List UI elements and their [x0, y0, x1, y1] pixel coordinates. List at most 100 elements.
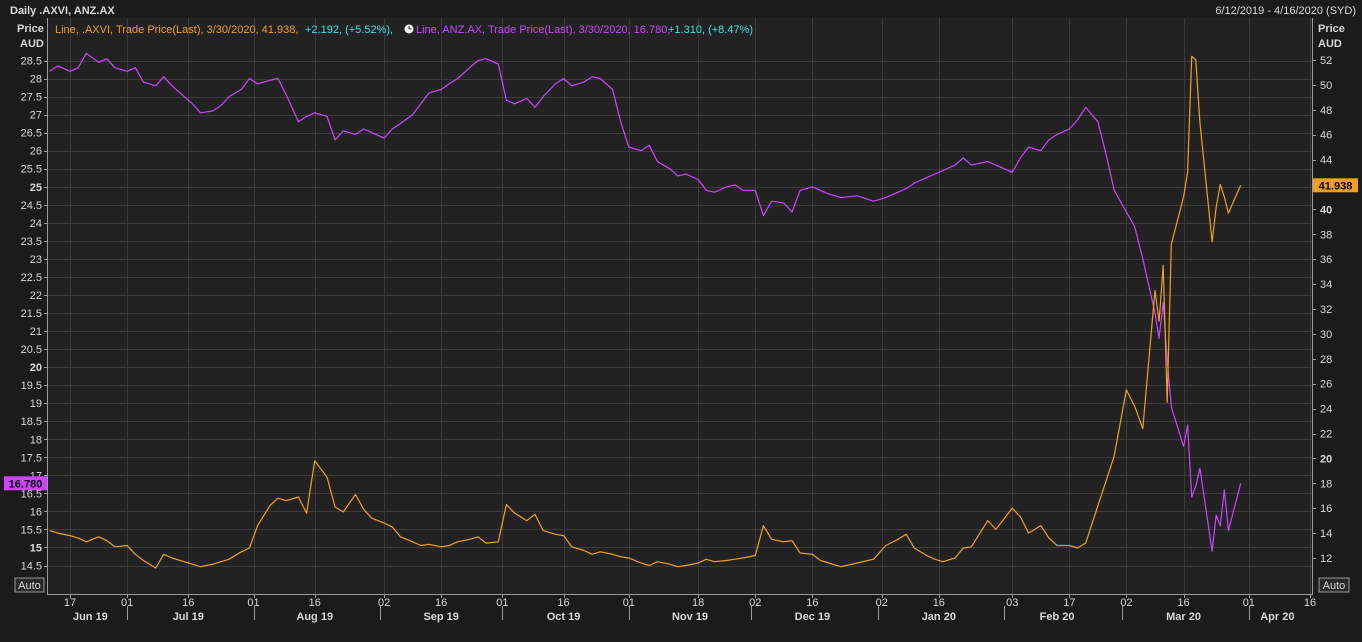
left-tick-label: 24.5 [21, 200, 42, 212]
x-tick-label: 16 [1304, 597, 1316, 609]
left-tick-label: 16.5 [21, 488, 42, 500]
left-tick-label: 27.5 [21, 92, 42, 104]
x-tick-label: 03 [1006, 597, 1018, 609]
x-tick-label: 17 [1063, 597, 1075, 609]
x-tick-label: 01 [1243, 597, 1255, 609]
right-tick-label: 38 [1320, 229, 1332, 241]
x-tick-label: 02 [876, 597, 888, 609]
right-tick-label: 32 [1320, 304, 1332, 316]
right-tick-label: 50 [1320, 80, 1332, 92]
right-axis-title: Price [1318, 23, 1345, 35]
x-tick-label: 02 [749, 597, 761, 609]
right-last-value-badge: 41.938 [1313, 178, 1358, 193]
x-tick-label: 16 [933, 597, 945, 609]
x-tick-label: 02 [378, 597, 390, 609]
month-label: Dec 19 [795, 611, 830, 623]
right-tick-label: 18 [1320, 478, 1332, 490]
right-tick-label: 24 [1320, 404, 1332, 416]
left-tick-label: 19.5 [21, 380, 42, 392]
month-label: Sep 19 [423, 611, 458, 623]
left-tick-label: 28.5 [21, 56, 42, 68]
left-tick-label: 24 [30, 218, 42, 230]
x-tick-label: 01 [247, 597, 259, 609]
left-tick-label: 23.5 [21, 236, 42, 248]
right-tick-label: 48 [1320, 105, 1332, 117]
right-tick-label: 44 [1320, 155, 1332, 167]
month-label: Mar 20 [1166, 611, 1201, 623]
left-tick-label: 28 [30, 74, 42, 86]
date-range: 6/12/2019 - 4/16/2020 (SYD) [1215, 5, 1356, 17]
right-tick-label: 36 [1320, 254, 1332, 266]
month-label: Oct 19 [547, 611, 581, 623]
right-last-value-text: 41.938 [1319, 180, 1353, 192]
left-tick-label: 21 [30, 326, 42, 338]
x-tick-label: 01 [623, 597, 635, 609]
right-tick-label: 26 [1320, 379, 1332, 391]
x-tick-label: 16 [806, 597, 818, 609]
left-axis-unit: AUD [20, 38, 44, 50]
left-last-value-badge: 16.780 [4, 476, 47, 491]
x-tick-label: 16 [182, 597, 194, 609]
month-label: Feb 20 [1040, 611, 1075, 623]
right-tick-label: 16 [1320, 503, 1332, 515]
left-tick-label: 21.5 [21, 308, 42, 320]
right-tick-label: 34 [1320, 279, 1332, 291]
left-tick-label: 15.5 [21, 524, 42, 536]
left-tick-label: 18.5 [21, 416, 42, 428]
x-tick-label: 16 [309, 597, 321, 609]
right-tick-label: 22 [1320, 429, 1332, 441]
legend-series-anz[interactable]: Line, ANZ.AX, Trade Price(Last), 3/30/20… [416, 24, 670, 36]
left-auto-scale-button[interactable]: Auto [14, 577, 45, 593]
right-tick-label: 46 [1320, 130, 1332, 142]
left-tick-label: 23 [30, 254, 42, 266]
right-tick-label: 14 [1320, 528, 1332, 540]
left-auto-label: Auto [18, 580, 41, 592]
month-label: Nov 19 [672, 611, 708, 623]
x-tick-label: 02 [1120, 597, 1132, 609]
left-tick-label: 20.5 [21, 344, 42, 356]
x-tick-label: 01 [121, 597, 133, 609]
x-tick-label: 16 [435, 597, 447, 609]
left-tick-label: 17.5 [21, 452, 42, 464]
right-tick-label: 12 [1320, 553, 1332, 565]
left-tick-label: 27 [30, 110, 42, 122]
month-label: Jul 19 [173, 611, 204, 623]
x-tick-label: 16 [1177, 597, 1189, 609]
clock-icon [404, 24, 414, 34]
left-tick-label: 14.5 [21, 561, 42, 573]
legend-anz-change: +1.310, (+8.47%) [668, 24, 753, 36]
right-tick-label: 30 [1320, 329, 1332, 341]
left-tick-label: 18 [30, 434, 42, 446]
left-tick-label: 19 [30, 398, 42, 410]
series-line-anzax[interactable] [49, 52, 1242, 552]
left-tick-label: 16 [30, 506, 42, 518]
plot-area[interactable] [47, 18, 1313, 594]
x-tick-label: 16 [557, 597, 569, 609]
x-tick-label: 18 [692, 597, 704, 609]
left-tick-label: 25.5 [21, 164, 42, 176]
chart-title: Daily .AXVI, ANZ.AX [10, 5, 115, 17]
x-tick-label: 17 [64, 597, 76, 609]
left-tick-label: 20 [30, 362, 42, 374]
right-tick-label: 40 [1320, 204, 1332, 216]
left-axis-title: Price [17, 23, 44, 35]
right-auto-scale-button[interactable]: Auto [1318, 577, 1350, 593]
left-tick-label: 15 [30, 542, 42, 554]
left-tick-label: 22 [30, 290, 42, 302]
legend-series-axvi[interactable]: Line, .AXVI, Trade Price(Last), 3/30/202… [55, 24, 298, 36]
legend-axvi-change: +2.192, (+5.52%), [305, 24, 393, 36]
series-line-axvi[interactable] [49, 55, 1242, 569]
x-tick-label: 01 [496, 597, 508, 609]
right-axis-unit: AUD [1318, 38, 1342, 50]
month-label: Jan 20 [922, 611, 956, 623]
right-tick-label: 20 [1320, 453, 1332, 465]
right-tick-label: 28 [1320, 354, 1332, 366]
left-tick-label: 25 [30, 182, 42, 194]
month-label: Aug 19 [296, 611, 333, 623]
right-tick-label: 52 [1320, 55, 1332, 67]
month-label: Apr 20 [1260, 611, 1294, 623]
left-tick-label: 22.5 [21, 272, 42, 284]
month-label: Jun 19 [73, 611, 108, 623]
